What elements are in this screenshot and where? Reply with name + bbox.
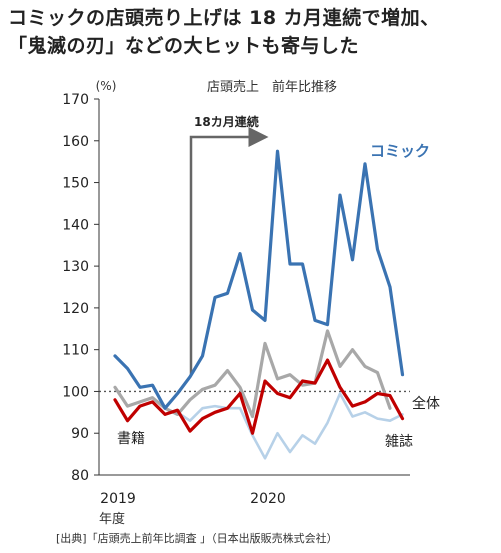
series-label-books: 書籍 [117,430,145,447]
series-line-total [113,329,392,419]
x-tick-label: 2020 [250,491,286,507]
y-tick-label: 160 [62,134,89,150]
x-tick-label: 2019 [100,491,136,507]
title-line-2: 「鬼滅の刃」などの大ヒットも寄与した [8,35,360,57]
title-line-1: コミックの店頭売り上げは 18 カ月連続で増加、 [8,7,440,29]
streak-annotation: 18カ月連続 [194,114,259,129]
chart-subtitle: 店頭売上 前年比推移 [207,79,337,95]
y-tick-label: 150 [62,176,89,192]
y-axis-unit-label: (%) [96,79,117,93]
x-axis-label: 年度 [99,511,125,527]
y-tick-label: 90 [71,426,89,442]
series-line-comic [113,149,405,410]
series-label-comic: コミック [370,142,430,160]
y-tick-label: 130 [62,259,89,275]
y-tick-label: 120 [62,301,89,317]
y-tick-label: 100 [62,384,89,400]
y-tick-label: 110 [62,343,89,359]
series-line-books [113,358,405,435]
series-label-total: 全体 [412,395,440,412]
source-note: [出典]「店頭売上前年比調査 」（日本出版販売株式会社） [56,532,338,545]
y-tick-label: 80 [71,468,89,484]
chart-title: コミックの店頭売り上げは 18 カ月連続で増加、 「鬼滅の刃」などの大ヒットも寄… [8,4,498,60]
series-line-magazine [176,392,404,460]
series-label-magazine: 雑誌 [385,434,413,450]
y-tick-label: 140 [62,217,89,233]
y-tick-label: 170 [62,92,89,108]
streak-arrow [189,127,269,375]
